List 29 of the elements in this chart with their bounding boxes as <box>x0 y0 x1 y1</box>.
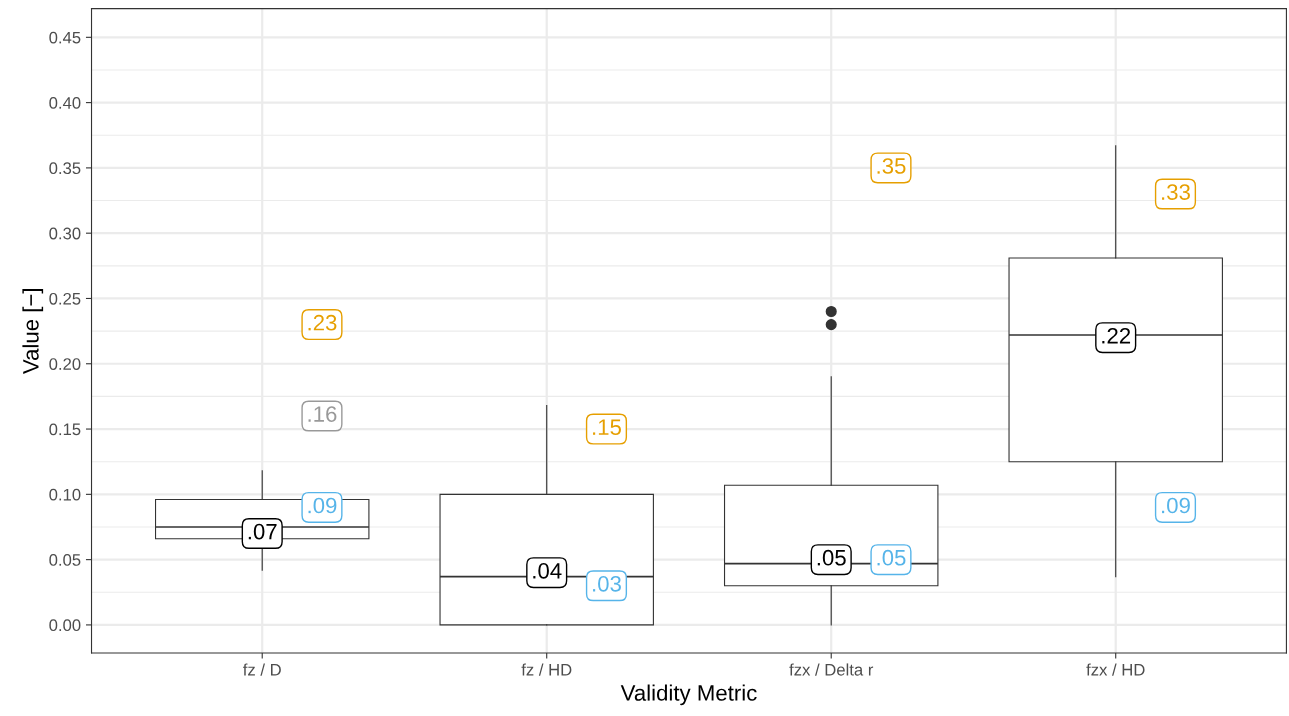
x-tick-label: fzx / Delta r <box>789 663 874 676</box>
data-label: .23 <box>308 314 337 331</box>
x-tick-label: fz / D <box>243 663 281 676</box>
y-tick-label: 0.10 <box>49 488 81 501</box>
data-label: .05 <box>877 549 906 566</box>
data-label: .16 <box>308 406 337 422</box>
x-tick-label: fzx / HD <box>1086 663 1145 676</box>
y-tick-label: 0.45 <box>49 31 81 44</box>
y-tick-label: 0.20 <box>49 358 81 370</box>
y-tick-label: 0.25 <box>49 292 81 305</box>
x-axis-title: Validity Metric <box>620 684 757 706</box>
y-axis-title: Value [−] <box>22 289 44 375</box>
data-label: .09 <box>1162 497 1190 514</box>
data-label: .22 <box>1102 327 1131 344</box>
y-tick-label: 0.15 <box>49 423 81 436</box>
data-label: .04 <box>533 562 562 579</box>
data-label: .35 <box>877 158 906 174</box>
y-tick-label: 0.05 <box>49 554 81 566</box>
data-label: .15 <box>593 419 621 436</box>
data-label: .09 <box>308 497 337 514</box>
y-tick-label: 0.00 <box>49 619 81 632</box>
y-tick-label: 0.35 <box>49 162 81 175</box>
data-label: .07 <box>248 523 277 540</box>
y-tick-label: 0.30 <box>49 227 81 240</box>
data-label: .33 <box>1162 184 1190 200</box>
data-label: .03 <box>593 575 621 592</box>
data-label: .05 <box>817 549 846 566</box>
y-tick-label: 0.40 <box>49 97 81 109</box>
x-tick-label: fz / HD <box>521 663 572 676</box>
